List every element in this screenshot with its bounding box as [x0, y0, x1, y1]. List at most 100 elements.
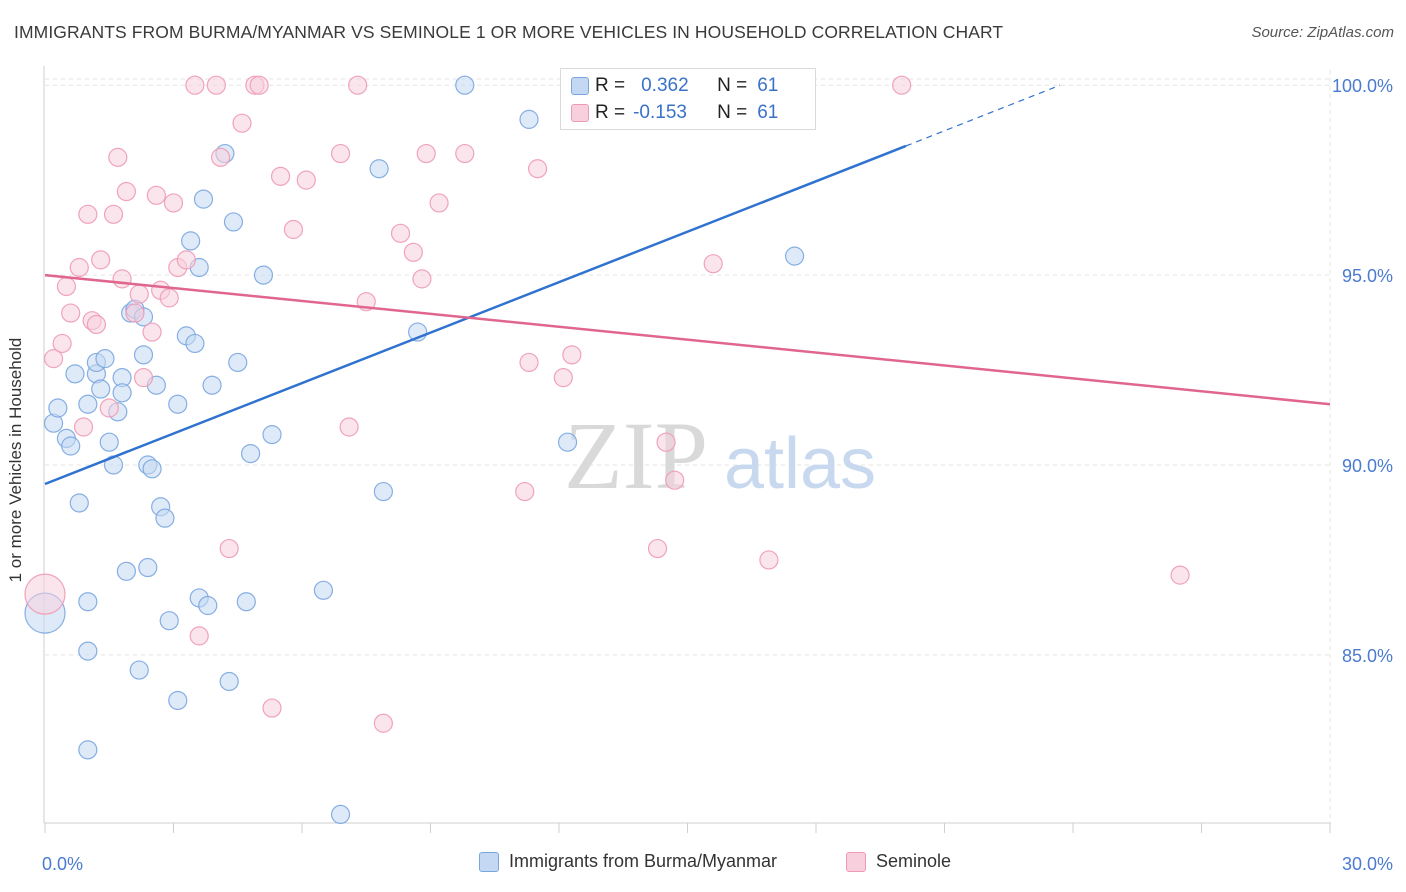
- seminole-point: [416, 143, 436, 164]
- burma-point: [193, 189, 214, 209]
- seminole-point: [78, 204, 98, 224]
- pink-swatch-icon: [571, 104, 589, 122]
- burma-point: [198, 595, 218, 616]
- y-tick-labels: 100.0% 95.0% 90.0% 85.0%: [1332, 76, 1393, 666]
- stats-legend: R = 0.362 N = 61 R = -0.153 N = 61: [560, 68, 816, 130]
- seminole-point: [69, 257, 89, 278]
- burma-point: [78, 394, 98, 414]
- seminole-point: [61, 303, 81, 323]
- burma-trend-line: [44, 144, 907, 486]
- seminole-point: [99, 398, 119, 418]
- seminole-point: [108, 147, 128, 167]
- seminole-point: [515, 481, 535, 502]
- seminole-point: [455, 143, 475, 164]
- legend-label: Immigrants from Burma/Myanmar: [509, 851, 778, 871]
- pink-swatch-icon: [846, 851, 866, 872]
- burma-point: [61, 436, 81, 456]
- burma-point: [223, 212, 244, 232]
- n-value: 61: [757, 102, 779, 123]
- seminole-point: [270, 166, 291, 186]
- seminole-point: [892, 75, 912, 95]
- burma-point: [159, 611, 179, 631]
- seminole-point: [1170, 565, 1190, 585]
- seminole-point: [249, 75, 269, 95]
- burma-point: [241, 443, 261, 464]
- burma-point: [48, 398, 68, 418]
- x-tick-label-min: 0.0%: [42, 854, 83, 874]
- burma-point: [129, 660, 149, 680]
- burma-point: [78, 740, 98, 760]
- seminole-point: [330, 143, 351, 164]
- burma-point: [369, 159, 389, 179]
- seminole-point: [759, 550, 779, 570]
- burma-point: [519, 109, 539, 129]
- seminole-point: [390, 223, 411, 243]
- n-label: N =: [717, 75, 748, 96]
- seminole-point: [116, 181, 136, 202]
- burma-point: [557, 432, 578, 452]
- seminole-point: [262, 698, 282, 718]
- burma-point: [373, 481, 393, 502]
- y-tick-label: 100.0%: [1332, 76, 1393, 96]
- data-points: [24, 75, 1190, 825]
- burma-point: [330, 804, 351, 825]
- seminole-point: [112, 269, 132, 289]
- stats-row-burma: R = 0.362 N = 61: [571, 73, 778, 99]
- seminole-point: [73, 417, 94, 437]
- burma-point: [155, 508, 175, 528]
- seminole-point: [283, 219, 304, 240]
- burma-point: [185, 333, 205, 354]
- seminole-point: [665, 470, 685, 490]
- y-axis-label: 1 or more Vehicles in Household: [6, 337, 25, 583]
- seminole-point: [348, 75, 368, 95]
- x-tick-label-max: 30.0%: [1342, 854, 1393, 874]
- burma-point: [116, 561, 136, 581]
- burma-point: [262, 425, 282, 445]
- burma-point: [181, 231, 201, 251]
- seminole-point: [211, 147, 231, 167]
- legend-item-seminole[interactable]: Seminole: [846, 851, 951, 872]
- legend-label: Seminole: [876, 851, 952, 871]
- series-legend: Immigrants from Burma/Myanmar Seminole: [0, 851, 1406, 877]
- seminole-point: [553, 368, 573, 388]
- burma-point: [142, 459, 162, 479]
- seminole-point: [133, 368, 154, 388]
- seminole-point: [412, 269, 432, 289]
- seminole-point: [296, 170, 316, 190]
- burma-point: [95, 349, 115, 369]
- source-label: Source: ZipAtlas.com: [1251, 24, 1394, 41]
- r-label: R =: [595, 102, 626, 123]
- burma-point: [168, 394, 188, 414]
- legend-item-burma[interactable]: Immigrants from Burma/Myanmar: [479, 851, 777, 872]
- burma-point: [455, 75, 475, 95]
- seminole-point: [103, 204, 124, 224]
- burma-point: [236, 592, 256, 612]
- burma-point: [78, 641, 98, 661]
- watermark: ZIP atlas: [564, 402, 876, 509]
- seminole-point: [91, 250, 111, 270]
- seminole-point: [219, 538, 239, 559]
- burma-point: [78, 592, 98, 612]
- r-value: 0.362: [641, 75, 689, 96]
- seminole-point: [146, 185, 166, 205]
- burma-point: [202, 375, 222, 395]
- seminole-point: [519, 352, 539, 373]
- seminole-point: [142, 322, 162, 342]
- burma-point: [228, 352, 248, 373]
- seminole-point: [562, 345, 582, 365]
- seminole-point: [86, 314, 107, 335]
- burma-point: [69, 493, 89, 513]
- seminole-point: [527, 159, 548, 179]
- watermark-atlas: atlas: [724, 424, 876, 504]
- blue-swatch-icon: [479, 851, 499, 872]
- r-label: R =: [595, 75, 626, 96]
- burma-point: [168, 690, 188, 711]
- chart-title: IMMIGRANTS FROM BURMA/MYANMAR VS SEMINOL…: [14, 22, 1004, 42]
- seminole-point: [339, 417, 359, 437]
- burma-point: [138, 557, 158, 578]
- r-value: -0.153: [633, 102, 687, 123]
- y-tick-label: 95.0%: [1342, 266, 1393, 286]
- seminole-point: [189, 626, 209, 646]
- seminole-point: [176, 250, 196, 270]
- burma-point: [253, 265, 274, 285]
